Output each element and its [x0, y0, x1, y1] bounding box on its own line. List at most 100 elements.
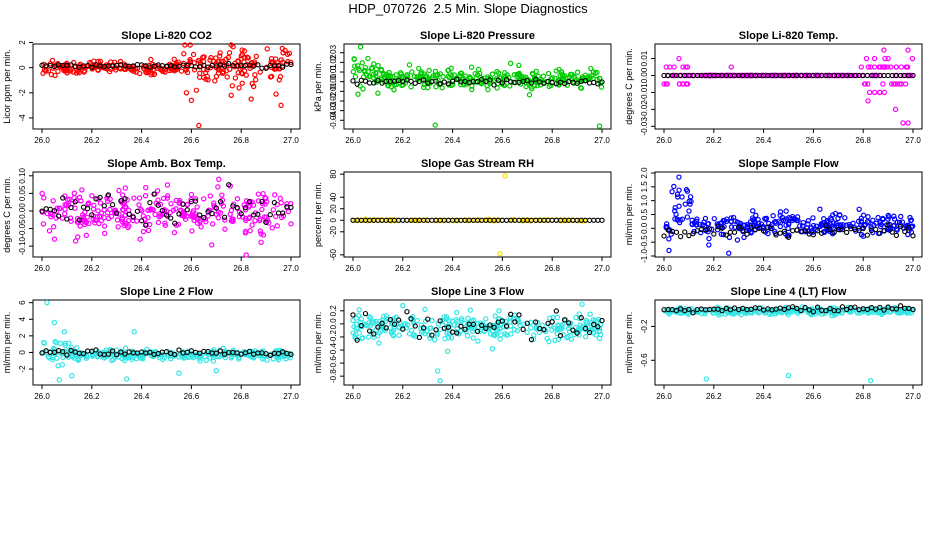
outlier-point — [728, 64, 734, 70]
x-tick-label: 26.8 — [855, 264, 871, 273]
data-point — [50, 198, 56, 204]
data-point — [46, 228, 53, 234]
reference-point — [719, 307, 725, 314]
data-point — [276, 77, 282, 83]
data-point — [440, 73, 446, 80]
reference-point — [151, 191, 157, 197]
data-point — [445, 67, 452, 73]
y-tick-label: -0.01 — [329, 82, 338, 101]
data-point — [285, 58, 291, 65]
data-point — [865, 98, 871, 104]
y-axis-label: Licor ppm per min. — [2, 49, 12, 124]
data-point — [356, 307, 363, 313]
reference-point — [478, 76, 485, 82]
reference-point — [731, 229, 738, 235]
data-point — [909, 55, 916, 62]
data-point — [469, 83, 475, 89]
data-point — [862, 81, 868, 87]
data-point — [861, 222, 868, 229]
data-point — [752, 219, 758, 226]
outlier-point — [56, 377, 63, 383]
data-point — [496, 308, 502, 314]
data-point — [439, 318, 445, 324]
data-point — [104, 210, 111, 216]
data-point — [426, 332, 432, 338]
reference-point — [744, 231, 750, 237]
data-point — [119, 215, 125, 221]
data-point — [201, 196, 207, 202]
y-tick-label: -0.2 — [329, 330, 338, 344]
x-tick-label: 26.4 — [756, 264, 772, 273]
reference-point — [197, 212, 203, 218]
y-tick-label: 0.5 — [640, 208, 649, 220]
data-point — [856, 206, 862, 212]
reference-point — [474, 78, 481, 85]
reference-point — [897, 303, 904, 309]
data-point — [782, 218, 789, 224]
reference-point — [130, 214, 136, 220]
data-point — [213, 73, 220, 80]
reference-point — [267, 212, 273, 218]
data-point — [55, 363, 61, 369]
data-point — [351, 56, 357, 63]
data-point — [70, 69, 77, 75]
reference-point — [445, 81, 452, 87]
data-point — [222, 217, 228, 223]
reference-point — [532, 76, 539, 82]
reference-point — [591, 217, 597, 223]
outlier-point — [489, 346, 496, 352]
x-tick-label: 27.0 — [905, 392, 921, 401]
data-point — [408, 84, 414, 90]
outlier-point — [44, 299, 50, 306]
data-point — [209, 221, 216, 227]
reference-point — [814, 228, 821, 234]
data-point — [770, 213, 776, 219]
data-point — [242, 207, 249, 213]
data-point — [137, 70, 143, 77]
reference-point — [238, 211, 244, 217]
reference-point — [798, 307, 804, 314]
data-point — [354, 63, 361, 69]
data-point — [145, 227, 152, 234]
reference-point — [263, 65, 269, 71]
reference-point — [777, 230, 783, 236]
data-point — [122, 185, 128, 191]
data-point — [682, 201, 688, 207]
y-tick-label: -2 — [18, 89, 27, 97]
x-tick-label: 27.0 — [283, 392, 299, 401]
data-point — [235, 70, 241, 76]
data-point — [101, 214, 107, 221]
outlier-point — [726, 250, 732, 256]
reference-point — [690, 230, 696, 237]
data-point — [176, 197, 183, 204]
outlier-point — [905, 120, 911, 126]
data-point — [503, 332, 510, 338]
data-point — [224, 74, 230, 80]
data-point — [790, 309, 796, 315]
reference-point — [719, 225, 725, 231]
data-point — [397, 70, 404, 76]
data-point — [181, 51, 187, 57]
data-point — [564, 335, 570, 341]
data-point — [48, 71, 55, 78]
data-point — [679, 216, 686, 222]
data-point — [45, 354, 52, 360]
x-tick-label: 26.2 — [84, 136, 100, 145]
outlier-point — [250, 83, 257, 90]
data-point — [594, 318, 600, 325]
data-point — [198, 224, 204, 230]
reference-point — [412, 323, 418, 329]
y-tick-label: 0.00 — [18, 203, 27, 219]
data-point — [475, 66, 482, 73]
data-point — [865, 81, 871, 87]
data-point — [228, 355, 234, 361]
data-point — [507, 83, 513, 89]
data-point — [530, 336, 537, 342]
data-point — [264, 199, 270, 205]
data-point — [52, 338, 58, 345]
chart-panel: Slope Sample Flow ml/min per min. 2.0 1.5 1.… — [624, 158, 923, 273]
y-tick-label: 0 — [18, 350, 27, 355]
plot-frame — [343, 43, 612, 130]
data-point — [204, 67, 210, 73]
y-axis-label: ml/min per min. — [2, 312, 12, 374]
